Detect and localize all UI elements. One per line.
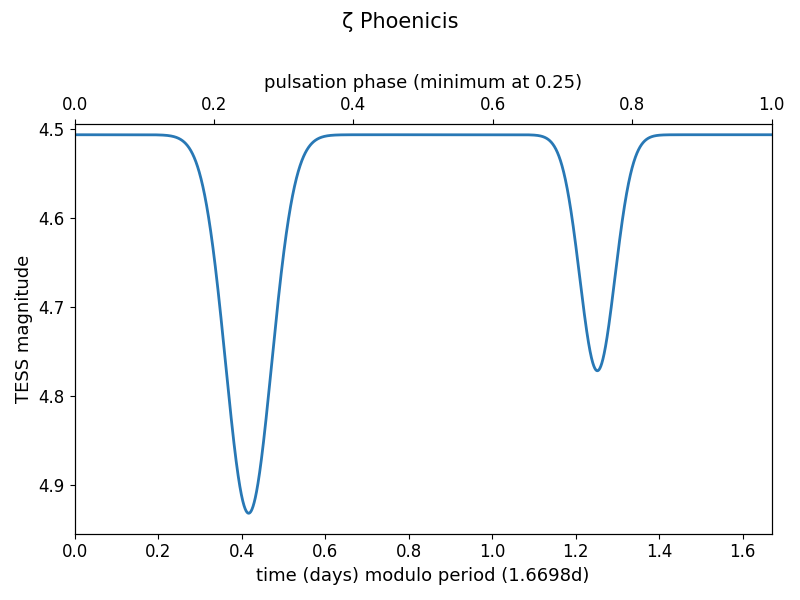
Text: ζ Phoenicis: ζ Phoenicis <box>342 12 458 32</box>
X-axis label: time (days) modulo period (1.6698d): time (days) modulo period (1.6698d) <box>257 567 590 585</box>
X-axis label: pulsation phase (minimum at 0.25): pulsation phase (minimum at 0.25) <box>264 74 582 92</box>
Y-axis label: TESS magnitude: TESS magnitude <box>15 255 33 403</box>
